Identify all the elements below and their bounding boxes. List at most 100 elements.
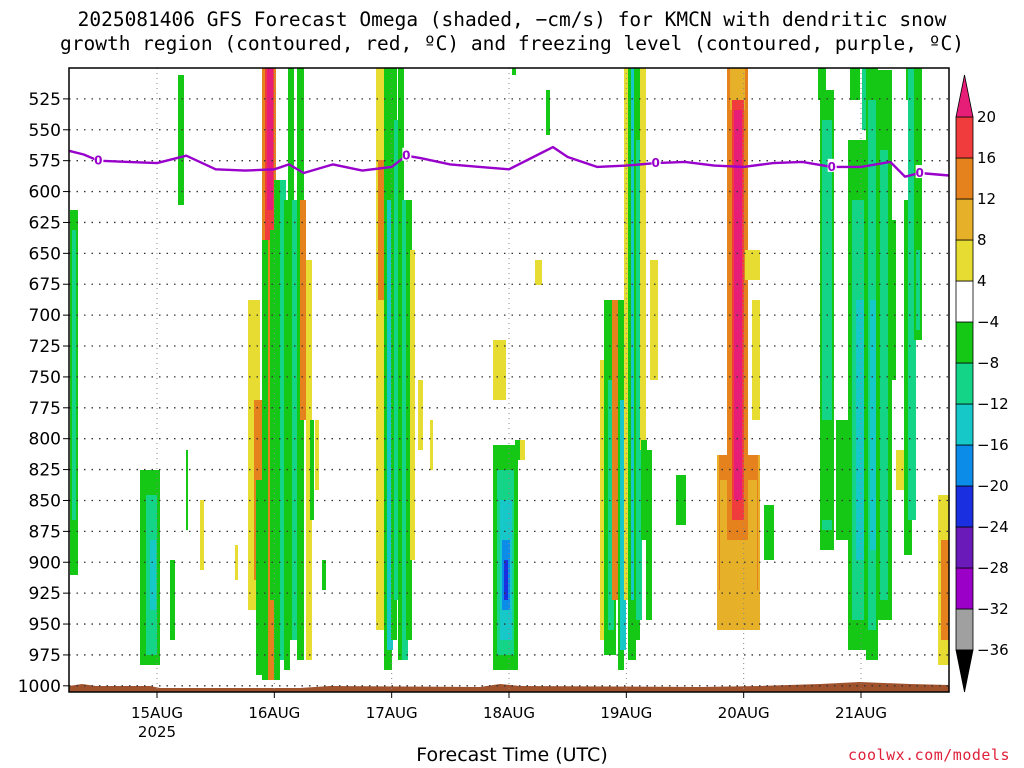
x-axis-label: Forecast Time (UTC) xyxy=(416,744,608,766)
y-tick-label: 850 xyxy=(29,491,61,511)
omega-shade-cell xyxy=(376,68,386,630)
omega-shade-cell xyxy=(612,300,620,600)
y-tick-label: 775 xyxy=(29,399,61,419)
omega-shade-cell xyxy=(378,160,384,300)
omega-shade-cell xyxy=(546,90,550,135)
omega-shade-cell xyxy=(764,505,774,560)
freezing-level-contour-label: 0 xyxy=(651,156,659,170)
omega-shade-cell xyxy=(280,180,286,660)
omega-shade-cell xyxy=(300,200,306,420)
colorbar-segment xyxy=(955,280,974,323)
colorbar-tick-label: −16 xyxy=(977,436,1009,454)
grid-layer xyxy=(69,68,949,692)
freezing-level-contour-label: 0 xyxy=(827,160,835,174)
colorbar-tick-label: −4 xyxy=(977,313,999,331)
omega-shade-cell xyxy=(535,260,542,285)
y-tick-label: 725 xyxy=(29,337,61,357)
omega-shade-cell xyxy=(941,540,949,640)
y-tick-label: 675 xyxy=(29,275,61,295)
omega-shade-cell xyxy=(676,475,686,525)
colorbar-segment xyxy=(955,321,974,364)
y-tick-label: 825 xyxy=(29,461,61,481)
omega-shade-cell xyxy=(608,380,614,630)
colorbar-over-arrow xyxy=(955,74,974,118)
colorbar-tick-label: −32 xyxy=(977,600,1009,618)
contour-label-bg xyxy=(402,147,412,161)
omega-shade-cell xyxy=(270,230,276,600)
omega-shade-cell xyxy=(620,400,626,650)
freezing-level-line xyxy=(68,145,950,178)
colorbar-segment xyxy=(955,198,974,241)
omega-shade-cell xyxy=(430,420,433,470)
omega-shade-cell xyxy=(402,200,408,660)
freezing-level-contour-label: 0 xyxy=(402,149,410,163)
omega-shade-cell xyxy=(745,250,760,280)
omega-shade-cell xyxy=(292,200,297,640)
y-tick-label: 575 xyxy=(29,152,61,172)
ground-terrain-layer xyxy=(69,682,949,692)
freezing-level-contour-label: 0 xyxy=(915,166,923,180)
freezing-level-layer: 0 0 0 0 0 xyxy=(68,145,950,180)
colorbar-segment xyxy=(955,116,974,159)
colorbar-tick-label: −8 xyxy=(977,354,999,372)
x-tick-label: 18AUG xyxy=(483,704,535,722)
omega-shade-cell xyxy=(730,68,745,110)
omega-shade-cell xyxy=(200,500,204,570)
freezing-level-contour-label: 0 xyxy=(94,154,102,168)
colorbar-tick-label: −24 xyxy=(977,518,1009,536)
colorbar-under-arrow xyxy=(955,649,974,693)
omega-shade-cell xyxy=(640,68,646,450)
credit-text: coolwx.com/models xyxy=(847,746,1010,764)
x-tick-label: 17AUG xyxy=(366,704,418,722)
chart-title-line-1: 2025081406 GFS Forecast Omega (shaded, −… xyxy=(77,8,947,31)
y-tick-label: 525 xyxy=(29,90,61,110)
y-tick-label: 650 xyxy=(29,244,61,264)
colorbar-tick-label: 8 xyxy=(977,231,987,249)
omega-shade-cell xyxy=(322,560,326,590)
colorbar-segment xyxy=(955,526,974,569)
colorbar-segment xyxy=(955,485,974,528)
omega-shade-cell xyxy=(836,420,848,540)
y-tick-label: 700 xyxy=(29,306,61,326)
y-tick-label: 950 xyxy=(29,615,61,635)
omega-shade-cell xyxy=(914,68,922,340)
omega-shade-cell xyxy=(888,220,896,380)
y-tick-label: 800 xyxy=(29,430,61,450)
contour-label-bg xyxy=(915,165,925,179)
x-tick-sublabel: 2025 xyxy=(138,723,176,741)
chart-title-line-2: growth region (contoured, red, ºC) and f… xyxy=(60,32,964,55)
contour-label-bg xyxy=(651,155,661,169)
colorbar-segment xyxy=(955,444,974,487)
omega-shade-cell xyxy=(493,340,506,400)
y-tick-label: 925 xyxy=(29,584,61,604)
x-tick-label: 16AUG xyxy=(248,704,300,722)
omega-shade-cell xyxy=(315,420,319,490)
omega-shade-cell xyxy=(310,420,314,520)
colorbar-tick-label: 12 xyxy=(977,190,996,208)
omega-shade-cell xyxy=(850,68,860,100)
axes-layer: 525 550 575 600 625 650 675 700 725 750 775 800 825 8… xyxy=(18,67,950,741)
omega-shade-cell xyxy=(636,140,642,620)
omega-shade-cell xyxy=(170,560,175,640)
omega-shade-cell xyxy=(235,545,238,580)
omega-shade-cell xyxy=(274,180,280,680)
colorbar-segment xyxy=(955,157,974,200)
contour-label-bg xyxy=(94,152,104,166)
colorbar-layer: −36 −32 −28 −24 −20 −16 −12 −8 −4 4 8 12 16 20 xyxy=(955,74,1009,693)
y-tick-label: 550 xyxy=(29,121,61,141)
omega-shade-cell xyxy=(418,380,423,450)
y-tick-label: 1000 xyxy=(18,677,61,697)
omega-shade-cell xyxy=(512,68,516,75)
colorbar-tick-label: −12 xyxy=(977,395,1009,413)
omega-shade-cell xyxy=(284,200,290,670)
omega-shade-cell xyxy=(520,440,525,460)
colorbar-tick-label: 4 xyxy=(977,272,987,290)
x-tick-label: 15AUG xyxy=(131,704,183,722)
colorbar-segment xyxy=(955,362,974,405)
ground-band xyxy=(69,682,949,692)
omega-shade-cell xyxy=(646,450,652,620)
omega-shade-cell xyxy=(178,75,184,205)
colorbar-tick-label: −20 xyxy=(977,477,1009,495)
omega-shade-cell xyxy=(818,68,826,100)
